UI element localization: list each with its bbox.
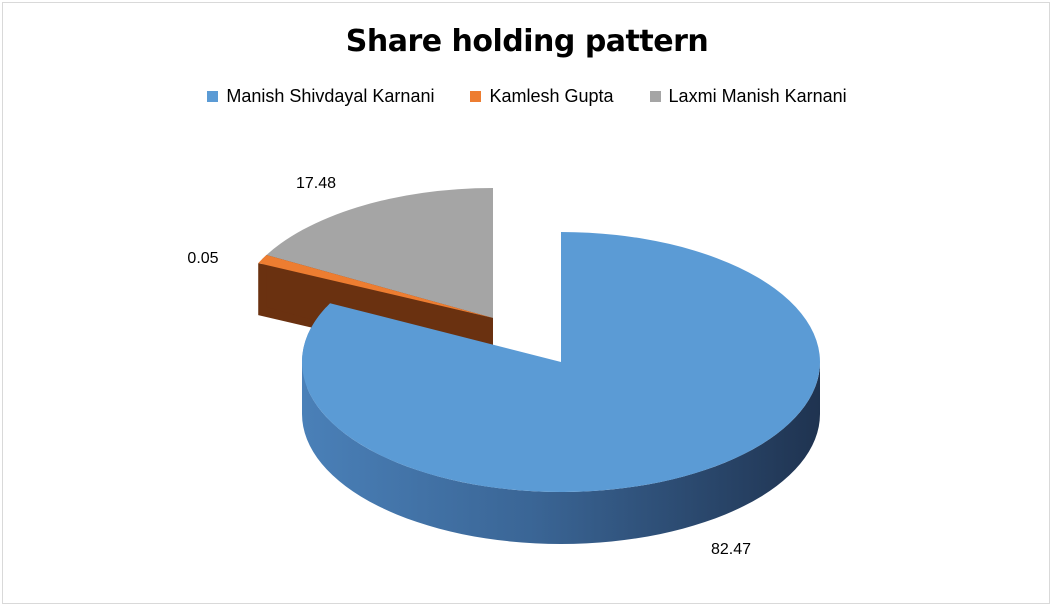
legend-item-kamlesh: Kamlesh Gupta: [470, 86, 614, 107]
legend-label-laxmi: Laxmi Manish Karnani: [668, 86, 847, 106]
legend-swatch-laxmi: [649, 91, 661, 102]
legend: Manish Shivdayal Karnani Kamlesh Gupta L…: [0, 86, 1054, 107]
legend-label-kamlesh: Kamlesh Gupta: [489, 86, 614, 106]
chart-title: Share holding pattern: [345, 24, 709, 59]
data-label-manish: 82.47: [711, 541, 751, 558]
legend-label-manish: Manish Shivdayal Karnani: [226, 86, 435, 106]
legend-swatch-manish: [207, 91, 219, 102]
legend-item-laxmi: Laxmi Manish Karnani: [649, 86, 847, 107]
data-label-kamlesh: 0.05: [187, 250, 218, 267]
legend-item-manish: Manish Shivdayal Karnani: [207, 86, 434, 107]
legend-swatch-kamlesh: [470, 91, 482, 102]
pie-rim-manish: [302, 362, 820, 544]
pie-slice-laxmi: [262, 188, 493, 318]
pie-slice-kamlesh: [258, 255, 493, 318]
pie-slice-manish: [302, 232, 820, 492]
data-label-laxmi: 17.48: [296, 175, 336, 192]
